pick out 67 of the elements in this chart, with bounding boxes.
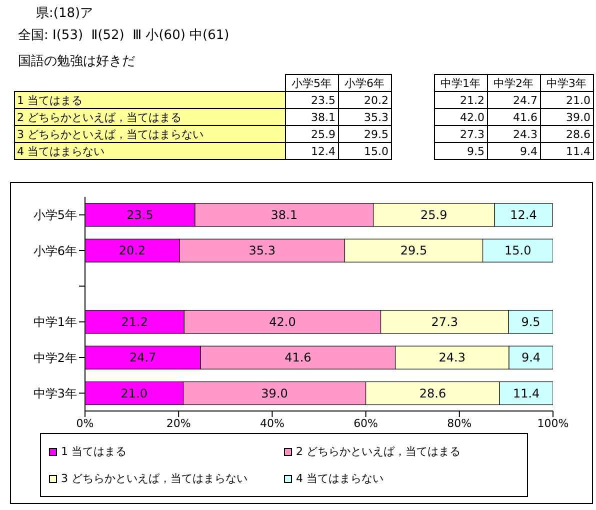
text: 24.3 <box>513 128 538 140</box>
category-label: 小学5年 <box>292 76 332 90</box>
data-label: 24.7 <box>129 350 156 365</box>
text: 20.2 <box>364 94 388 106</box>
y-tick-label: 中学2年 <box>33 350 77 365</box>
text: 25.9 <box>311 128 336 140</box>
text: 21.2 <box>460 94 484 106</box>
text: 11.4 <box>566 144 590 158</box>
category-label: 中学3年 <box>546 76 586 90</box>
y-tick-label: 中学1年 <box>33 315 77 330</box>
text: 4 当てはまらない <box>17 144 104 158</box>
text: 23.5 <box>311 94 336 106</box>
x-tick-label: 40% <box>260 416 284 430</box>
chart-subtitle: 全国: Ⅰ(53) Ⅱ(52) Ⅲ 小(60) 中(61) <box>18 27 230 44</box>
data-label: 21.2 <box>121 314 148 329</box>
text: 12.4 <box>311 144 336 158</box>
x-tick-label: 0% <box>76 416 94 430</box>
legend-label: 3 どちらかといえば，当てはまらない <box>61 471 248 486</box>
text: 21.0 <box>566 94 590 106</box>
data-label: 35.3 <box>248 244 276 258</box>
x-tick-label: 20% <box>166 416 191 430</box>
data-label: 12.4 <box>510 208 537 222</box>
data-label: 21.0 <box>120 386 148 400</box>
data-label: 15.0 <box>504 244 532 258</box>
data-label: 27.3 <box>431 314 458 329</box>
text: 28.6 <box>566 128 590 140</box>
data-label: 39.0 <box>261 386 288 400</box>
text: 1 当てはまる <box>17 94 82 106</box>
y-tick-label: 小学6年 <box>33 244 77 258</box>
text: 3 どちらかといえば，当てはまらない <box>17 128 204 140</box>
category-label: 中学2年 <box>494 76 534 90</box>
text: 35.3 <box>364 110 388 124</box>
data-label: 23.5 <box>126 208 154 222</box>
category-label: 小学6年 <box>344 76 384 90</box>
legend-label: 1 当てはまる <box>61 444 126 459</box>
text: 9.4 <box>520 144 538 158</box>
data-label: 38.1 <box>270 208 298 222</box>
data-label: 25.9 <box>420 208 448 222</box>
text: 29.5 <box>364 128 388 140</box>
text: 2 どちらかといえば，当てはまる <box>17 110 182 124</box>
x-tick-label: 100% <box>537 416 569 430</box>
text: 24.7 <box>513 94 538 106</box>
text: 41.6 <box>513 110 538 124</box>
data-label: 9.4 <box>521 350 541 365</box>
y-tick-label: 中学3年 <box>33 386 77 400</box>
legend-label: 2 どちらかといえば，当てはまる <box>296 444 460 459</box>
x-tick-label: 60% <box>354 416 378 430</box>
category-label: 中学1年 <box>440 76 480 90</box>
data-label: 42.0 <box>269 314 296 329</box>
data-label: 29.5 <box>400 244 428 258</box>
data-label: 20.2 <box>118 244 146 258</box>
y-tick-label: 小学5年 <box>33 208 77 222</box>
data-label: 28.6 <box>419 386 446 400</box>
data-label: 41.6 <box>284 350 312 365</box>
text: 9.5 <box>467 144 484 158</box>
x-tick-label: 80% <box>447 416 472 430</box>
chart-title: 県:(18)ア <box>36 5 94 22</box>
data-label: 24.3 <box>438 350 466 365</box>
text: 27.3 <box>460 128 484 140</box>
text: 42.0 <box>460 110 484 124</box>
data-label: 11.4 <box>512 386 540 400</box>
data-label: 9.5 <box>521 314 540 329</box>
text: 15.0 <box>364 144 388 158</box>
text: 39.0 <box>566 110 590 124</box>
text: 国語の勉強は好きだ <box>18 53 135 70</box>
legend-label: 4 当てはまらない <box>296 471 384 486</box>
text: 38.1 <box>311 110 336 124</box>
